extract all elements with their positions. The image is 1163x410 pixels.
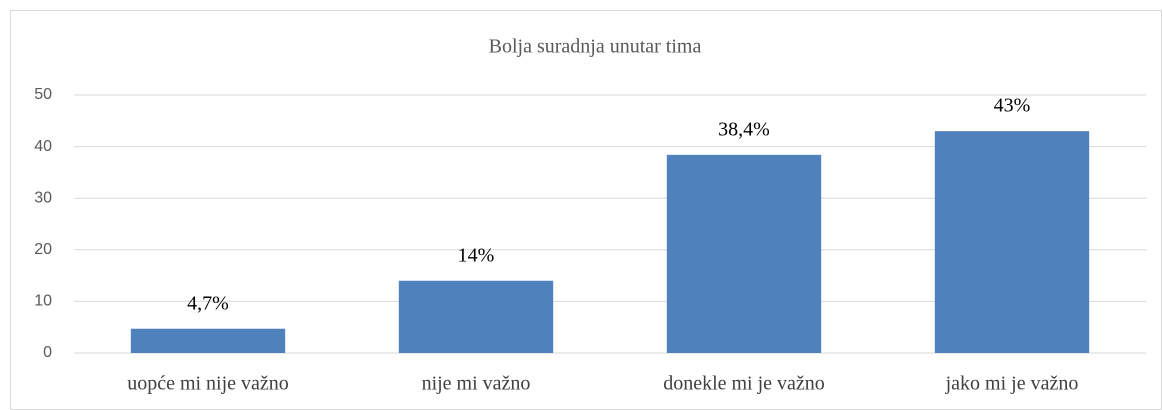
x-tick-label: uopće mi nije važno — [127, 373, 289, 395]
y-tick-label: 10 — [34, 293, 52, 310]
bar — [666, 154, 822, 353]
y-tick-label: 0 — [43, 344, 52, 361]
bar — [934, 131, 1090, 353]
x-tick-label: donekle mi je važno — [663, 373, 825, 395]
y-tick-label: 30 — [34, 189, 52, 206]
y-tick-label: 20 — [34, 241, 52, 258]
data-label: 38,4% — [718, 118, 770, 140]
bar — [398, 280, 554, 353]
data-label: 43% — [994, 95, 1031, 117]
y-tick-label: 50 — [34, 86, 52, 103]
y-tick-label: 40 — [34, 138, 52, 155]
data-label: 4,7% — [187, 292, 229, 314]
bar — [130, 328, 286, 353]
chart-title: Bolja suradnja unutar tima — [489, 36, 702, 58]
x-tick-label: nije mi važno — [422, 373, 531, 395]
data-label: 14% — [458, 244, 495, 266]
x-tick-label: jako mi je važno — [945, 373, 1079, 395]
